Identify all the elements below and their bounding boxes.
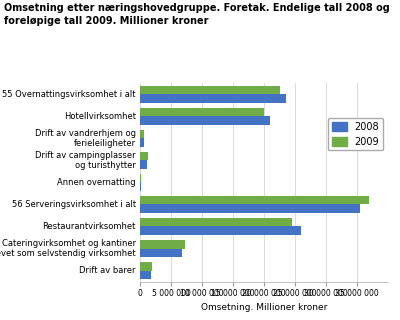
Legend: 2008, 2009: 2008, 2009: [328, 118, 383, 150]
Bar: [140, 271, 151, 279]
Bar: [140, 196, 370, 204]
Bar: [140, 174, 141, 182]
Bar: [140, 262, 152, 271]
Bar: [140, 130, 144, 138]
Bar: [140, 86, 280, 94]
Bar: [140, 218, 292, 227]
Bar: [140, 204, 360, 213]
Bar: [140, 152, 148, 160]
Bar: [140, 249, 182, 257]
Bar: [140, 160, 148, 169]
Bar: [140, 108, 264, 116]
Bar: [140, 138, 144, 147]
Bar: [140, 116, 270, 125]
Text: Omsetning etter næringshovedgruppe. Foretak. Endelige tall 2008 og
foreløpige ta: Omsetning etter næringshovedgruppe. Fore…: [4, 3, 390, 26]
Bar: [140, 240, 185, 249]
Bar: [140, 94, 286, 103]
Bar: [140, 182, 141, 191]
Bar: [140, 227, 301, 235]
X-axis label: Omsetning. Millioner kroner: Omsetning. Millioner kroner: [201, 303, 327, 312]
